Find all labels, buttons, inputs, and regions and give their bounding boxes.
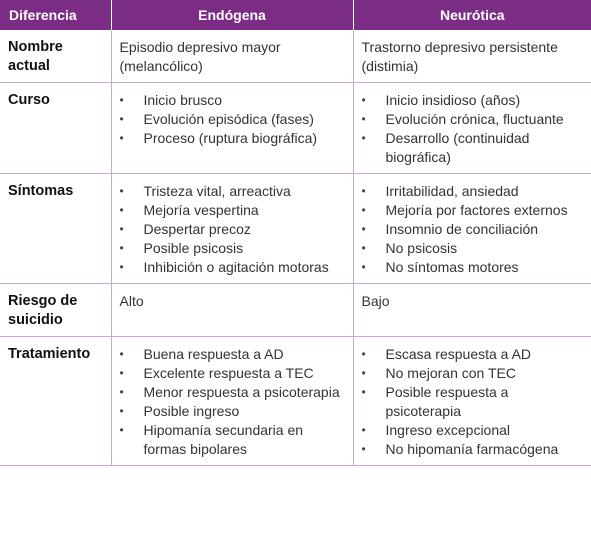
endogena-list: Buena respuesta a AD Excelente respuesta… bbox=[120, 345, 347, 459]
endogena-cell: Episodio depresivo mayor (melancólico) bbox=[110, 30, 354, 83]
list-item: No síntomas motores bbox=[362, 258, 586, 277]
row-nombre-actual: Nombre actual Episodio depresivo mayor (… bbox=[0, 30, 591, 83]
neurotica-cell: Irritabilidad, ansiedad Mejoría por fact… bbox=[352, 173, 591, 284]
list-item: Ingreso excepcional bbox=[362, 421, 586, 440]
row-curso: Curso Inicio brusco Evolución episódica … bbox=[0, 82, 591, 174]
header-diferencia: Diferencia bbox=[0, 0, 111, 30]
row-label: Síntomas bbox=[0, 173, 112, 284]
neurotica-cell: Trastorno depresivo persistente (distimi… bbox=[352, 30, 591, 83]
list-item: Despertar precoz bbox=[120, 220, 347, 239]
list-item: No mejoran con TEC bbox=[362, 364, 586, 383]
list-item: Proceso (ruptura biográfica) bbox=[120, 129, 347, 148]
endogena-cell: Tristeza vital, arreactiva Mejoría vespe… bbox=[110, 173, 354, 284]
list-item: Tristeza vital, arreactiva bbox=[120, 182, 347, 201]
list-item: Excelente respuesta a TEC bbox=[120, 364, 347, 383]
list-item: Inhibición o agitación motoras bbox=[120, 258, 347, 277]
endogena-cell: Inicio brusco Evolución episódica (fases… bbox=[110, 82, 354, 174]
header-neurotica: Neurótica bbox=[352, 0, 591, 30]
list-item: Posible respuesta a psicoterapia bbox=[362, 383, 586, 421]
endogena-cell: Alto bbox=[110, 283, 354, 337]
list-item: Evolución episódica (fases) bbox=[120, 110, 347, 129]
list-item: Buena respuesta a AD bbox=[120, 345, 347, 364]
list-item: No hipomanía farmacógena bbox=[362, 440, 586, 459]
row-label: Tratamiento bbox=[0, 336, 112, 466]
list-item: Mejoría por factores externos bbox=[362, 201, 586, 220]
list-item: Inicio brusco bbox=[120, 91, 347, 110]
endogena-cell: Buena respuesta a AD Excelente respuesta… bbox=[110, 336, 354, 466]
list-item: Irritabilidad, ansiedad bbox=[362, 182, 586, 201]
list-item: Inicio insidioso (años) bbox=[362, 91, 586, 110]
neurotica-list: Irritabilidad, ansiedad Mejoría por fact… bbox=[362, 182, 586, 277]
comparison-table: Diferencia Endógena Neurótica Nombre act… bbox=[0, 0, 591, 466]
list-item: Menor respuesta a psicoterapia bbox=[120, 383, 347, 402]
list-item: Insomnio de conciliación bbox=[362, 220, 586, 239]
row-sintomas: Síntomas Tristeza vital, arreactiva Mejo… bbox=[0, 173, 591, 284]
list-item: Desarrollo (continuidad biográfica) bbox=[362, 129, 586, 167]
neurotica-list: Inicio insidioso (años) Evolución crónic… bbox=[362, 91, 586, 167]
row-riesgo-suicidio: Riesgo de suicidio Alto Bajo bbox=[0, 283, 591, 337]
neurotica-list: Escasa respuesta a AD No mejoran con TEC… bbox=[362, 345, 586, 459]
row-label: Curso bbox=[0, 82, 112, 174]
neurotica-cell: Inicio insidioso (años) Evolución crónic… bbox=[352, 82, 591, 174]
endogena-list: Inicio brusco Evolución episódica (fases… bbox=[120, 91, 347, 148]
list-item: Posible ingreso bbox=[120, 402, 347, 421]
list-item: Mejoría vespertina bbox=[120, 201, 347, 220]
row-label: Nombre actual bbox=[0, 30, 112, 83]
list-item: No psicosis bbox=[362, 239, 586, 258]
list-item: Hipomanía secundaria en formas bipolares bbox=[120, 421, 347, 459]
neurotica-cell: Bajo bbox=[352, 283, 591, 337]
header-row: Diferencia Endógena Neurótica bbox=[0, 0, 591, 30]
row-label: Riesgo de suicidio bbox=[0, 283, 112, 337]
list-item: Posible psicosis bbox=[120, 239, 347, 258]
list-item: Evolución crónica, fluctuante bbox=[362, 110, 586, 129]
neurotica-cell: Escasa respuesta a AD No mejoran con TEC… bbox=[352, 336, 591, 466]
header-endogena: Endógena bbox=[110, 0, 353, 30]
row-tratamiento: Tratamiento Buena respuesta a AD Excelen… bbox=[0, 336, 591, 466]
endogena-list: Tristeza vital, arreactiva Mejoría vespe… bbox=[120, 182, 347, 277]
list-item: Escasa respuesta a AD bbox=[362, 345, 586, 364]
